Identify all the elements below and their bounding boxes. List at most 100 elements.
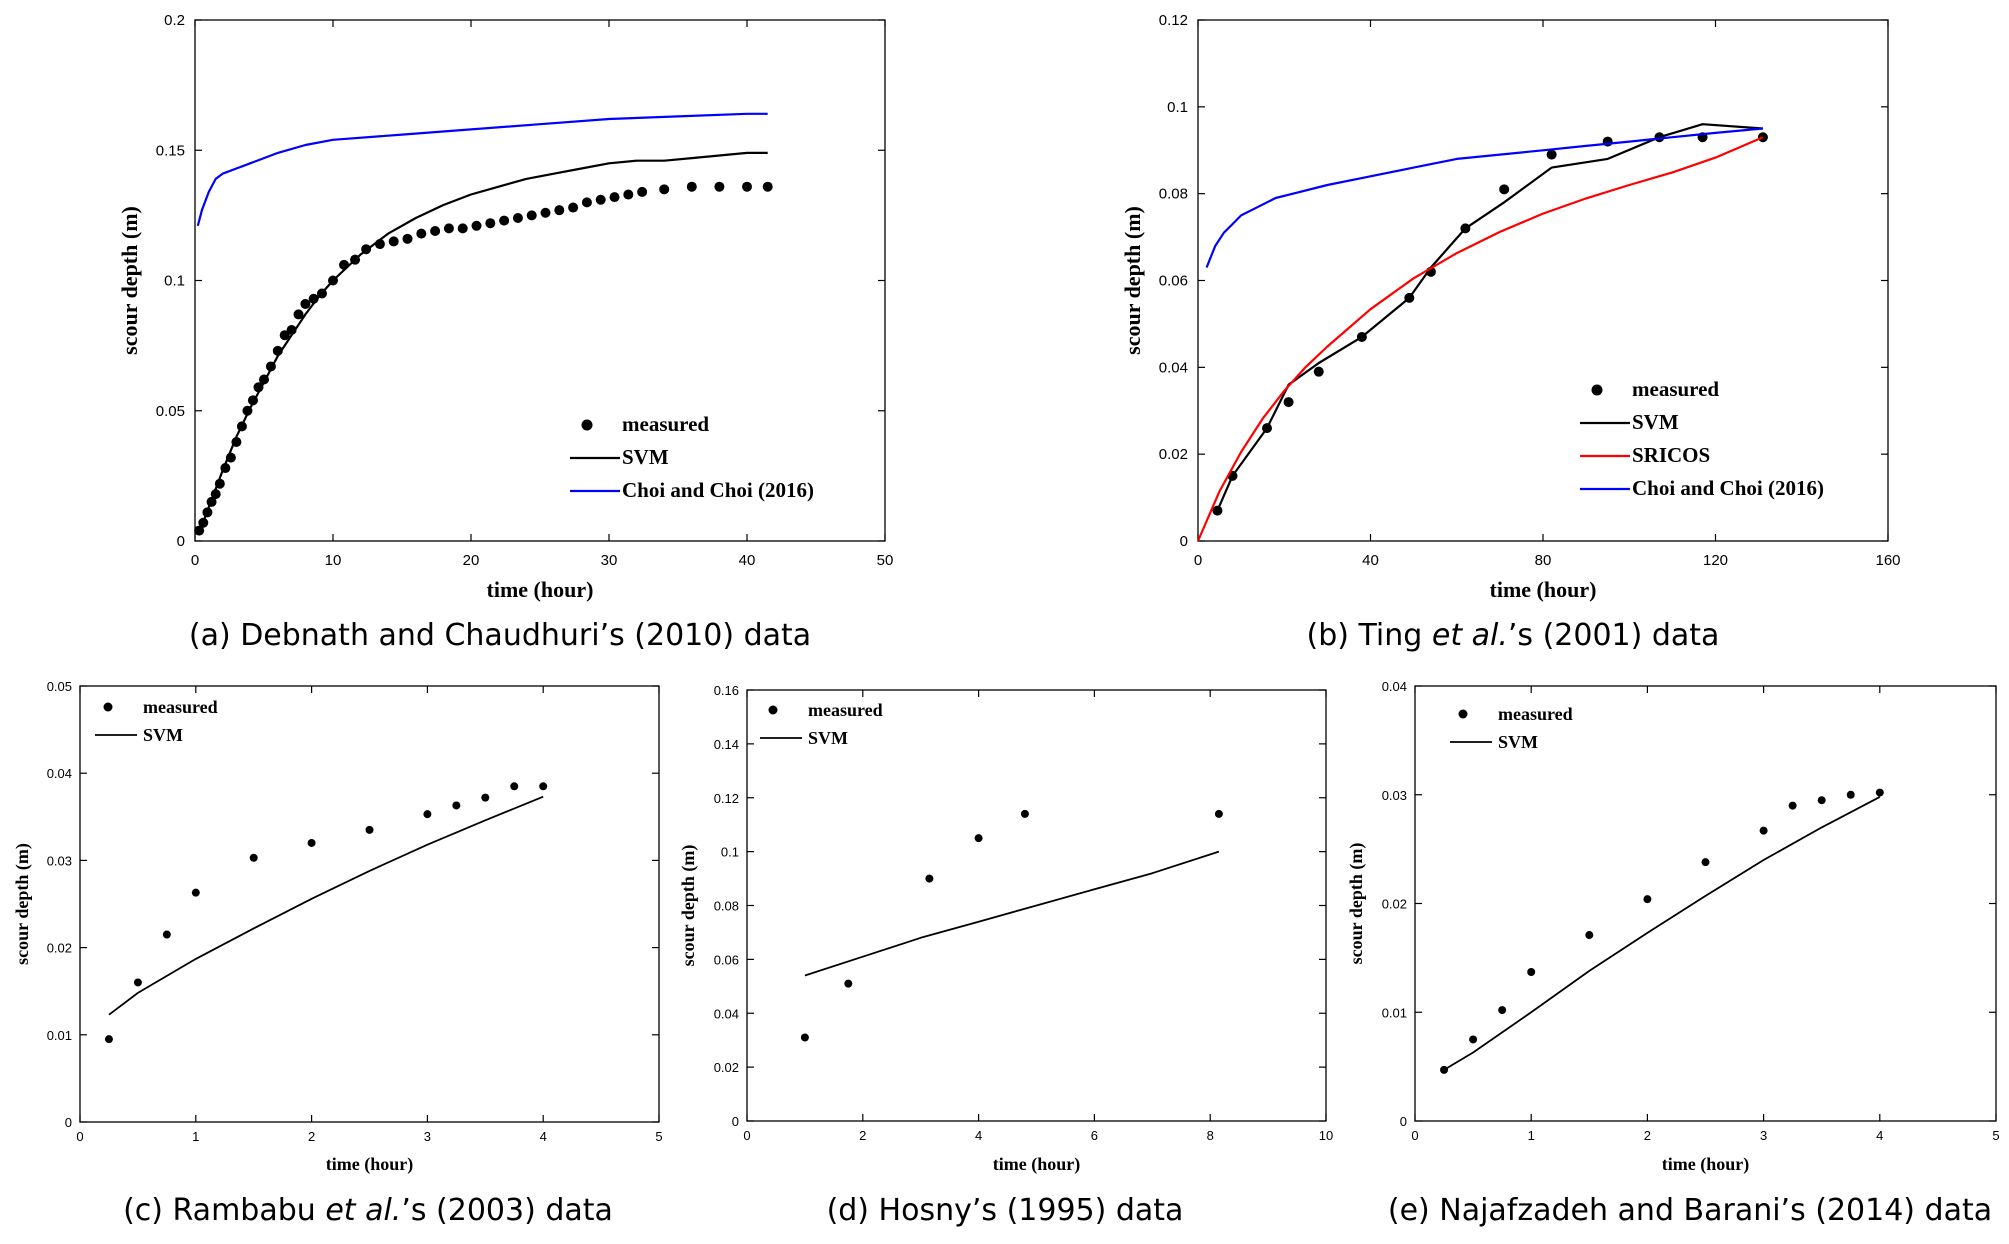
data-point-measured: [191, 888, 200, 897]
data-point-measured: [1759, 826, 1768, 835]
x-tick-label: 2: [308, 1129, 315, 1144]
x-tick-label: 4: [975, 1128, 982, 1143]
series-line-svm: [804, 850, 1220, 977]
legend-label: measured: [143, 697, 218, 717]
data-point-measured: [249, 853, 258, 862]
x-tick-label: 0: [76, 1129, 83, 1144]
x-tick-label: 3: [1760, 1128, 1767, 1143]
x-tick-label: 20: [463, 552, 480, 569]
y-tick-label: 0.06: [1159, 273, 1188, 290]
legend-marker: [103, 702, 113, 712]
data-point-measured: [499, 215, 510, 226]
data-point-measured: [485, 218, 496, 229]
x-axis-title: time (hour): [1490, 577, 1597, 602]
legend-marker: [1591, 384, 1603, 396]
data-point-measured: [762, 181, 773, 192]
data-point-measured: [510, 782, 519, 791]
data-point-measured: [1212, 505, 1223, 516]
x-tick-label: 0: [1411, 1128, 1418, 1143]
y-axis-title: scour depth (m): [1120, 206, 1145, 355]
legend: measured SVM: [95, 697, 218, 745]
data-point-measured: [1788, 801, 1797, 810]
y-tick-label: 0.12: [714, 791, 739, 806]
data-point-measured: [471, 220, 482, 231]
legend-marker: [1458, 709, 1468, 719]
y-tick-label: 0.1: [164, 273, 185, 290]
x-axis-title: time (hour): [993, 1154, 1080, 1175]
data-point-measured: [623, 189, 634, 200]
panel-caption: (d) Hosny’s (1995) data: [827, 1193, 1184, 1228]
data-point-measured: [279, 330, 290, 341]
data-point-measured: [1214, 809, 1223, 818]
y-tick-label: 0.2: [164, 12, 185, 29]
data-point-measured: [162, 930, 171, 939]
x-tick-label: 40: [1362, 552, 1379, 569]
series-line-svm: [1443, 796, 1881, 1071]
data-point-measured: [1846, 790, 1855, 799]
data-point-measured: [300, 298, 311, 309]
data-point-measured: [1546, 149, 1557, 160]
y-tick-label: 0.02: [1159, 446, 1188, 463]
y-tick-label: 0: [177, 533, 185, 550]
x-tick-label: 10: [325, 552, 342, 569]
data-point-measured: [1875, 788, 1884, 797]
panel-caption: (e) Najafzadeh and Barani’s (2014) data: [1388, 1193, 1992, 1228]
x-tick-label: 5: [1992, 1128, 1999, 1143]
legend-label: measured: [808, 700, 883, 720]
x-tick-label: 40: [739, 552, 756, 569]
data-point-measured: [293, 309, 304, 320]
data-point-measured: [925, 874, 934, 883]
data-point-measured: [609, 192, 620, 203]
chart-panel-e: 0 1 2 3 4 5 0 0.01 0.02 0.03 0.04 time (hour) scour …: [1346, 679, 2000, 1228]
series-line-choi-and-choi-2016: [1205, 127, 1764, 268]
data-point-measured: [800, 1033, 809, 1042]
x-tick-label: 10: [1319, 1128, 1333, 1143]
y-tick-label: 0.1: [1167, 99, 1188, 116]
x-axis-title: time (hour): [1662, 1154, 1749, 1175]
data-point-measured: [595, 194, 606, 205]
y-tick-label: 0: [732, 1114, 739, 1129]
y-tick-label: 0.05: [47, 679, 72, 694]
x-tick-label: 160: [1875, 552, 1900, 569]
x-tick-label: 30: [601, 552, 618, 569]
x-tick-label: 2: [859, 1128, 866, 1143]
caption-part: ’s (2001) data: [1508, 618, 1720, 653]
y-tick-label: 0.06: [714, 952, 739, 967]
y-tick-label: 0.05: [156, 403, 185, 420]
y-tick-label: 0.1: [721, 845, 739, 860]
x-tick-label: 1: [192, 1129, 199, 1144]
chart-panel-c: 0 1 2 3 4 5 0 0.01 0.02 0.03 0.04 0.05 time (hour) sc…: [12, 679, 663, 1228]
x-tick-label: 50: [877, 552, 894, 569]
data-point-measured: [637, 186, 648, 197]
legend-label: SVM: [808, 728, 848, 748]
data-point-measured: [742, 181, 752, 192]
y-tick-label: 0.01: [1382, 1005, 1407, 1020]
data-point-measured: [1757, 132, 1768, 143]
data-point-measured: [339, 259, 350, 270]
y-tick-label: 0.04: [714, 1006, 739, 1021]
panel-caption: (c) Rambabu et al.’s (2003) data: [123, 1193, 613, 1228]
data-point-measured: [554, 205, 565, 216]
chart-panel-d: 0 2 4 6 8 10 0 0.02 0.04 0.06 0.08 0.1 0.12 0.14 0.16 t…: [678, 683, 1333, 1228]
legend-label: measured: [1498, 704, 1573, 724]
panel-caption: (b) Ting et al.’s (2001) data: [1307, 618, 1720, 653]
data-point-measured: [581, 197, 592, 208]
legend: measured SVM Choi and Choi (2016): [570, 412, 814, 502]
data-point-measured: [539, 782, 548, 791]
y-tick-label: 0.04: [1159, 359, 1188, 376]
data-point-measured: [1283, 397, 1294, 408]
data-point-measured: [388, 236, 399, 247]
data-point-measured: [423, 810, 432, 819]
data-point-measured: [1527, 968, 1536, 977]
x-tick-label: 120: [1703, 552, 1728, 569]
series-line-choi-and-choi-2016: [196, 112, 768, 227]
data-point-measured: [443, 223, 454, 234]
x-tick-label: 8: [1207, 1128, 1214, 1143]
data-point-measured: [430, 226, 441, 237]
x-tick-label: 4: [1876, 1128, 1883, 1143]
data-point-measured: [481, 793, 490, 802]
data-point-measured: [1643, 895, 1652, 904]
legend: measured SVM SRICOS Choi and Choi (2016): [1580, 377, 1824, 500]
data-point-measured: [1585, 931, 1594, 940]
